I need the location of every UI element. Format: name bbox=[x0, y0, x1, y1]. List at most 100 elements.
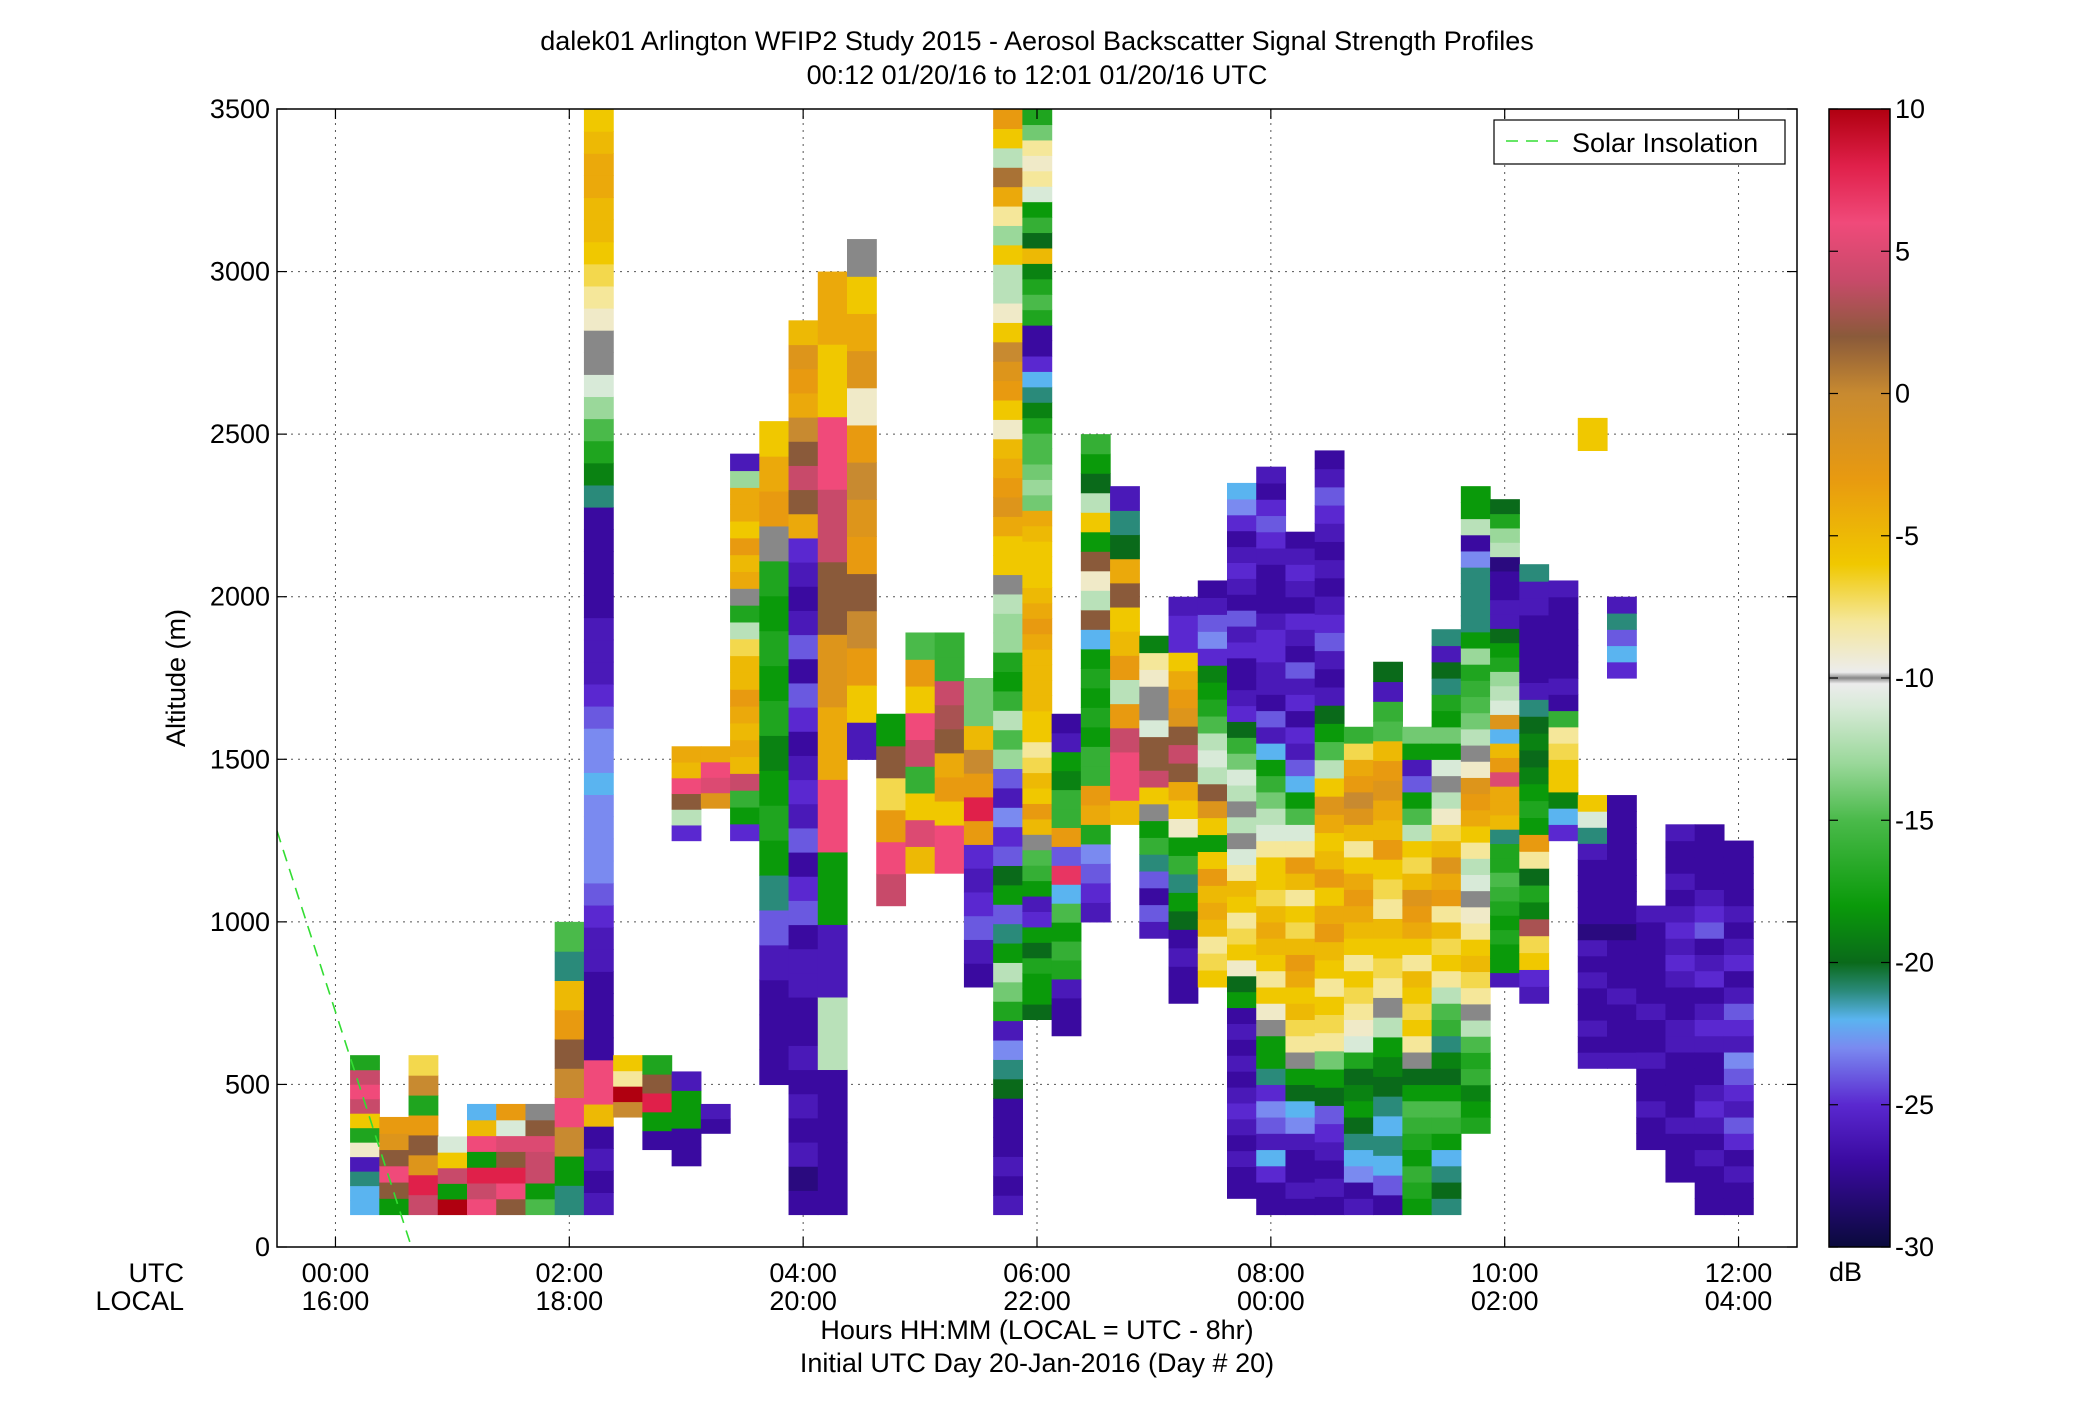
heatmap-cell bbox=[1080, 512, 1111, 533]
heatmap-cell bbox=[1373, 878, 1403, 900]
heatmap-cell bbox=[1256, 1084, 1287, 1102]
x-tick-label-utc: 08:00 bbox=[1237, 1258, 1305, 1288]
heatmap-cell bbox=[817, 996, 848, 1071]
heatmap-cell bbox=[788, 320, 819, 346]
heatmap-cell bbox=[759, 560, 790, 597]
heatmap-cell bbox=[1256, 710, 1287, 728]
heatmap-cell bbox=[583, 1148, 614, 1171]
heatmap-cell bbox=[1343, 856, 1374, 874]
heatmap-cell bbox=[1577, 987, 1608, 1005]
heatmap-cell bbox=[1431, 954, 1462, 972]
heatmap-cell bbox=[993, 1078, 1023, 1099]
heatmap-cell bbox=[1431, 921, 1462, 939]
heatmap-cell bbox=[730, 504, 760, 522]
heatmap-cell bbox=[1694, 970, 1725, 988]
heatmap-cell bbox=[1227, 880, 1257, 897]
colorbar-tick-label: 10 bbox=[1895, 94, 1925, 124]
heatmap-cell bbox=[730, 722, 760, 741]
heatmap-cell bbox=[1490, 972, 1520, 988]
heatmap-cell bbox=[1694, 824, 1725, 842]
heatmap-cell bbox=[1227, 959, 1257, 977]
heatmap-cell bbox=[993, 768, 1023, 789]
heatmap-cell bbox=[1519, 884, 1550, 903]
heatmap-cell bbox=[1022, 232, 1053, 249]
heatmap-cell bbox=[1080, 551, 1111, 572]
heatmap-cell bbox=[379, 1116, 410, 1134]
heatmap-cell bbox=[583, 683, 614, 707]
heatmap-cell bbox=[934, 704, 965, 730]
heatmap-cell bbox=[730, 790, 760, 808]
heatmap-cell bbox=[1314, 1087, 1345, 1106]
heatmap-cell bbox=[1490, 786, 1520, 802]
heatmap-cell bbox=[1519, 952, 1550, 970]
heatmap-cell bbox=[1022, 541, 1053, 558]
heatmap-cell bbox=[1460, 647, 1491, 665]
heatmap-cell bbox=[1519, 716, 1550, 734]
heatmap-cell bbox=[1373, 957, 1403, 979]
heatmap-cell bbox=[583, 440, 614, 464]
heatmap-cell bbox=[1373, 661, 1403, 683]
heatmap-cell bbox=[1285, 1116, 1316, 1134]
heatmap-cell bbox=[1256, 1165, 1287, 1183]
heatmap-cell bbox=[1490, 771, 1520, 787]
heatmap-cell bbox=[1256, 1198, 1287, 1216]
heatmap-cell bbox=[1343, 791, 1374, 809]
heatmap-cell bbox=[1314, 1123, 1345, 1143]
x-axis-label-line2: Initial UTC Day 20-Jan-2016 (Day # 20) bbox=[800, 1348, 1274, 1378]
heatmap-cell bbox=[583, 904, 614, 928]
heatmap-cell bbox=[1577, 907, 1608, 925]
heatmap-cell bbox=[963, 963, 994, 988]
heatmap-cell bbox=[1402, 1035, 1433, 1053]
heatmap-cell bbox=[1256, 694, 1287, 712]
heatmap-cell bbox=[1285, 775, 1316, 793]
heatmap-cell bbox=[905, 766, 936, 794]
heatmap-cell bbox=[993, 1195, 1023, 1216]
heatmap-cell bbox=[496, 1103, 527, 1121]
heatmap-cell bbox=[788, 658, 819, 684]
heatmap-cell bbox=[817, 1069, 848, 1143]
heatmap-cell bbox=[583, 374, 614, 398]
x-tick-label-local: 04:00 bbox=[1705, 1286, 1773, 1316]
heatmap-cell bbox=[583, 197, 614, 221]
heatmap-cell bbox=[1490, 886, 1520, 902]
heatmap-cell bbox=[1460, 550, 1491, 568]
heatmap-cell bbox=[730, 588, 760, 606]
heatmap-cell bbox=[993, 1059, 1023, 1080]
heatmap-cell bbox=[583, 639, 614, 663]
heatmap-cell bbox=[1314, 923, 1345, 943]
heatmap-cell bbox=[1227, 1007, 1257, 1024]
heatmap-cell bbox=[437, 1183, 468, 1200]
heatmap-cell bbox=[1314, 741, 1345, 761]
heatmap-cell bbox=[993, 128, 1023, 149]
heatmap-cell bbox=[1197, 715, 1228, 734]
heatmap-cell bbox=[1460, 486, 1491, 503]
heatmap-cell bbox=[788, 513, 819, 539]
heatmap-cell bbox=[1227, 1055, 1257, 1072]
heatmap-cell bbox=[1285, 759, 1316, 777]
heatmap-cell bbox=[1431, 840, 1462, 858]
heatmap-cell bbox=[1607, 661, 1637, 679]
heatmap-cell bbox=[1460, 1019, 1491, 1037]
heatmap-cell bbox=[1460, 922, 1491, 940]
heatmap-cell bbox=[1256, 1100, 1287, 1118]
heatmap-cell bbox=[993, 302, 1023, 323]
heatmap-cell bbox=[1022, 325, 1053, 342]
heatmap-cell bbox=[1723, 1068, 1754, 1086]
heatmap-cell bbox=[1490, 943, 1520, 959]
heatmap-cell bbox=[1022, 741, 1053, 758]
heatmap-cell bbox=[1373, 1036, 1403, 1058]
heatmap-cell bbox=[1227, 1134, 1257, 1152]
heatmap-cell bbox=[1197, 953, 1228, 971]
heatmap-cell bbox=[1694, 873, 1725, 890]
heatmap-cell bbox=[788, 876, 819, 901]
heatmap-cell bbox=[1343, 743, 1374, 760]
heatmap-cell bbox=[1723, 873, 1754, 890]
heatmap-cell bbox=[1051, 940, 1082, 961]
heatmap-cell bbox=[1314, 504, 1345, 524]
heatmap-cell bbox=[1314, 832, 1345, 852]
chart-title: dalek01 Arlington WFIP2 Study 2015 - Aer… bbox=[540, 26, 1534, 56]
heatmap-cell bbox=[1607, 596, 1637, 614]
heatmap-cell bbox=[1548, 596, 1579, 614]
heatmap-cell bbox=[1402, 1051, 1433, 1069]
colorbar-tick-label: -5 bbox=[1895, 521, 1919, 551]
